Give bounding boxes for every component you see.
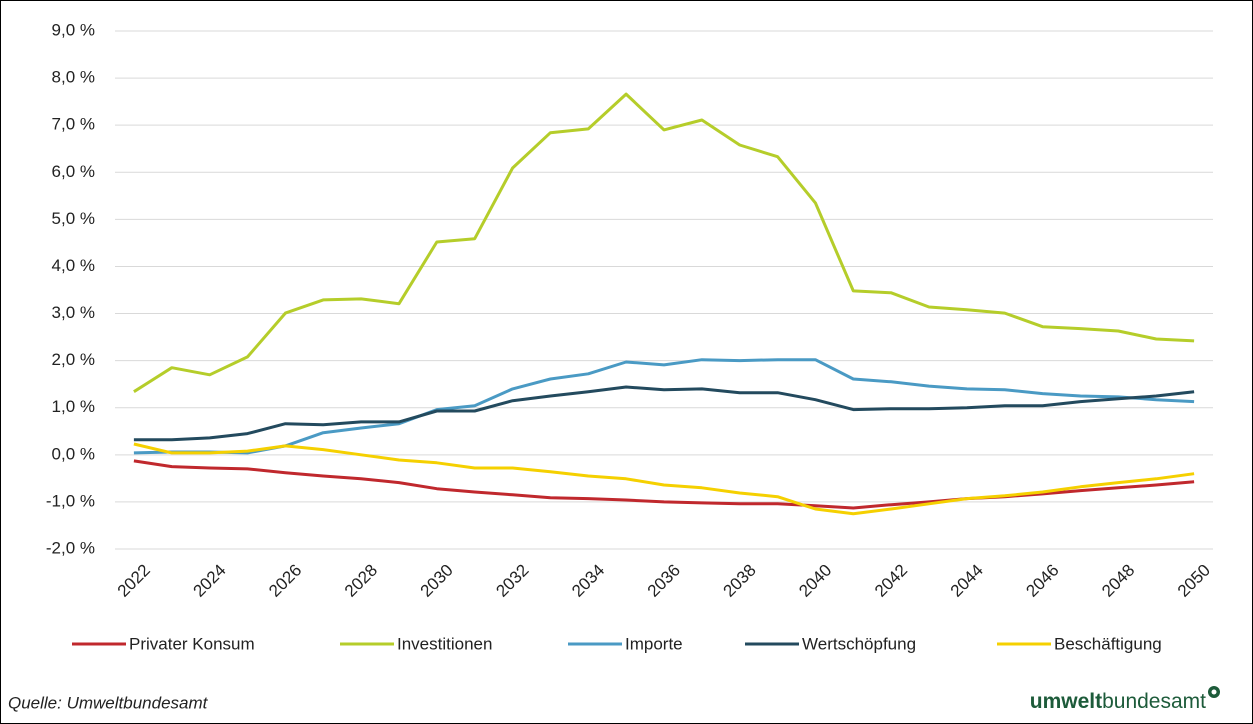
source: Quelle: Umweltbundesamt: [8, 693, 209, 712]
logo-regular: bundesamt: [1102, 690, 1206, 713]
series-line: [133, 442, 1195, 516]
y-tick-label: 2,0 %: [52, 350, 95, 369]
legend-label: Importe: [625, 634, 683, 653]
y-tick-label: 4,0 %: [52, 256, 95, 275]
y-tick-label: 7,0 %: [52, 115, 95, 134]
y-tick-label: 5,0 %: [52, 209, 95, 228]
y-tick-label: 9,0 %: [52, 20, 95, 39]
y-tick-label: 6,0 %: [52, 162, 95, 181]
series-line: [133, 358, 1195, 455]
legend-label: Privater Konsum: [129, 634, 255, 653]
legend-label: Investitionen: [397, 634, 492, 653]
legend-label: Wertschöpfung: [802, 634, 916, 653]
logo: umweltbundesamt: [1030, 690, 1206, 713]
logo-bold: umwelt: [1030, 690, 1102, 713]
y-tick-label: 1,0 %: [52, 397, 95, 416]
y-tick-label: -2,0 %: [46, 538, 95, 557]
y-tick-label: -1,0 %: [46, 491, 95, 510]
legend-label: Beschäftigung: [1054, 634, 1162, 653]
y-tick-label: 8,0 %: [52, 68, 95, 87]
y-tick-label: 3,0 %: [52, 303, 95, 322]
y-tick-label: 0,0 %: [52, 444, 95, 463]
series-line: [133, 92, 1195, 393]
series-line: [133, 385, 1195, 442]
logo-icon-inner: [1211, 689, 1217, 695]
